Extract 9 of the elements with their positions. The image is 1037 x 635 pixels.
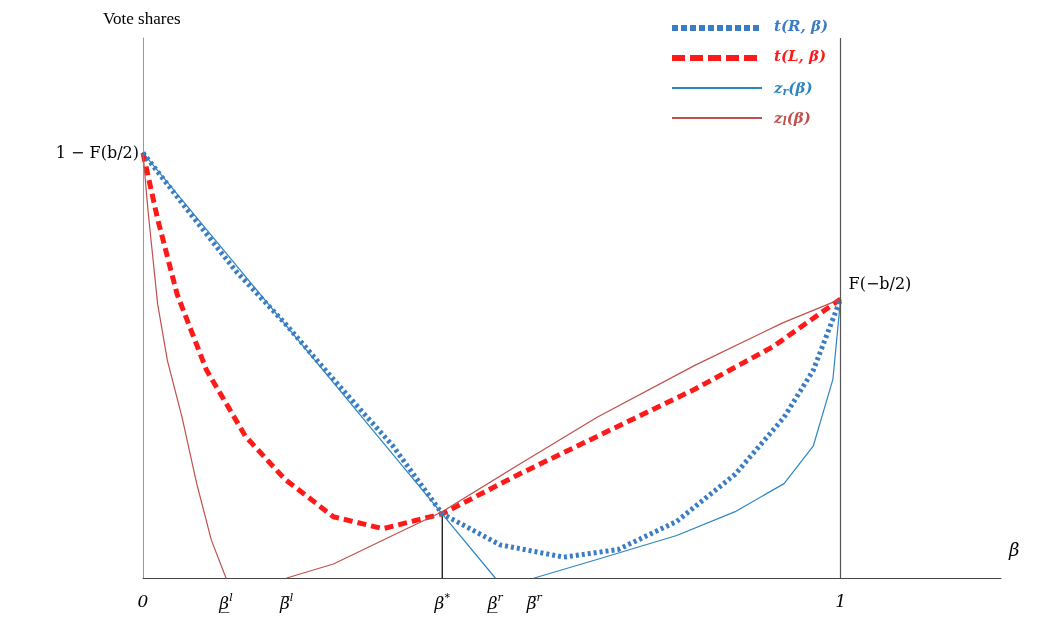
x-tick-label: 0 bbox=[137, 590, 149, 611]
legend-label: t(R, β) bbox=[774, 16, 829, 35]
text: Vote shares bbox=[103, 9, 181, 28]
legend-label: t(L, β) bbox=[774, 46, 827, 65]
x-tick-label: 1 bbox=[835, 590, 846, 611]
annotation: 1 − F(b/2) bbox=[55, 143, 139, 163]
x-tick-label: β* bbox=[433, 591, 451, 613]
annotation: F(−b/2) bbox=[848, 273, 912, 293]
x-axis-title: β bbox=[1008, 538, 1020, 560]
